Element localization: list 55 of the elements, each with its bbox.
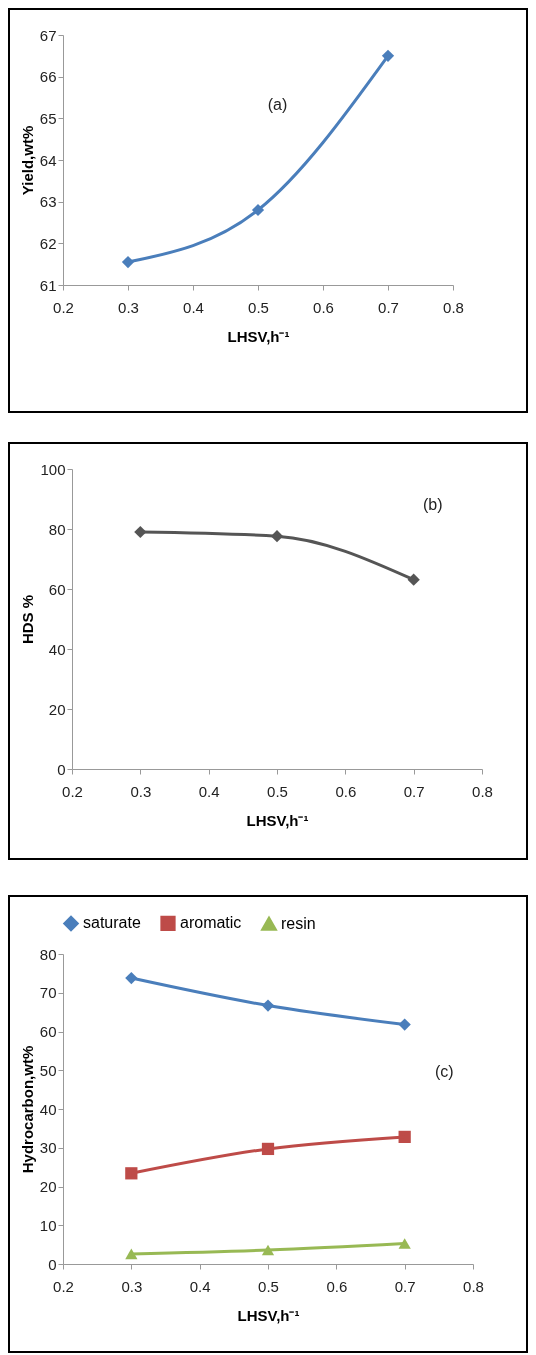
y-tick-label: 62 [39, 234, 57, 252]
y-tick-label: 61 [39, 276, 57, 294]
x-axis-title: LHSV,h⁻¹ [227, 327, 290, 345]
y-axis-title: Yield,wt% [18, 125, 36, 196]
x-tick-label: 0.7 [394, 1277, 416, 1295]
y-tick-label: 20 [48, 700, 66, 718]
y-tick-label: 30 [39, 1139, 57, 1157]
y-tick-label: 50 [39, 1061, 57, 1079]
x-tick-label: 0.6 [335, 782, 357, 800]
x-tick-label: 0.4 [198, 782, 220, 800]
y-tick-label: 0 [57, 760, 66, 778]
x-tick-label: 0.2 [62, 782, 83, 800]
annotation: (c) [434, 1062, 454, 1080]
annotation: (b) [423, 496, 443, 513]
y-tick-label: 10 [39, 1216, 57, 1234]
y-tick-label: 63 [39, 193, 57, 211]
y-tick-label: 100 [40, 460, 66, 478]
y-tick-label: 67 [39, 26, 57, 44]
x-axis-title: LHSV,h⁻¹ [246, 811, 309, 829]
y-axis-title: HDS % [19, 594, 37, 645]
y-tick-label: 40 [48, 640, 66, 658]
y-tick-label: 64 [39, 151, 57, 169]
y-tick-label: 0 [48, 1255, 57, 1273]
x-tick-label: 0.7 [378, 298, 399, 316]
y-tick-label: 65 [39, 109, 57, 127]
x-tick-label: 0.4 [189, 1277, 211, 1295]
x-tick-label: 0.4 [183, 298, 204, 316]
x-tick-label: 0.5 [267, 782, 288, 800]
x-tick-label: 0.2 [53, 1277, 74, 1295]
x-tick-label: 0.6 [326, 1277, 348, 1295]
x-tick-label: 0.8 [472, 782, 493, 800]
x-tick-label: 0.8 [443, 298, 464, 316]
x-tick-label: 0.3 [130, 782, 152, 800]
x-tick-label: 0.6 [313, 298, 334, 316]
y-axis-title: Hydrocarbon,wt% [18, 1045, 36, 1174]
y-tick-label: 20 [39, 1178, 57, 1195]
annotation: (a) [267, 96, 288, 113]
legend-label: aromatic [180, 914, 242, 932]
y-tick-label: 40 [39, 1100, 57, 1118]
x-tick-label: 0.2 [53, 298, 74, 316]
y-tick-label: 66 [39, 68, 57, 86]
y-tick-label: 60 [39, 1023, 57, 1040]
y-tick-label: 80 [48, 520, 66, 538]
y-tick-label: 60 [48, 580, 66, 598]
x-tick-label: 0.3 [121, 1277, 143, 1295]
x-tick-label: 0.3 [118, 298, 139, 316]
y-tick-label: 70 [39, 984, 57, 1002]
x-tick-label: 0.7 [403, 782, 425, 800]
x-tick-label: 0.8 [463, 1277, 484, 1295]
x-tick-label: 0.5 [258, 1277, 279, 1295]
legend-label: saturate [83, 914, 141, 932]
legend-label: resin [281, 914, 316, 932]
x-tick-label: 0.5 [248, 298, 269, 316]
y-tick-label: 80 [39, 945, 57, 963]
x-axis-title: LHSV,h⁻¹ [237, 1306, 300, 1324]
